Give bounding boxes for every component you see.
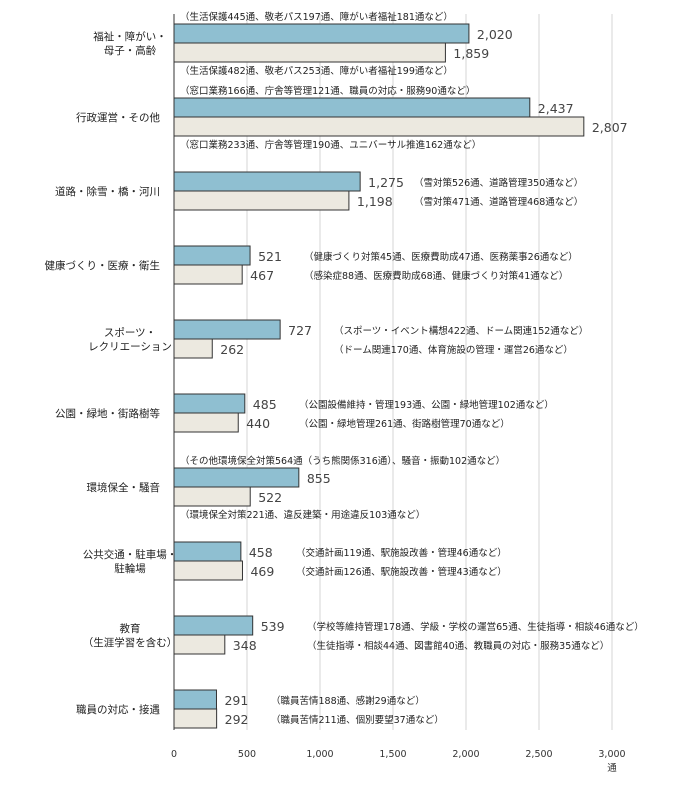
x-axis-unit: 通 <box>607 763 617 774</box>
value-label: 539 <box>261 619 285 634</box>
category-label: 健康づくり・医療・衛生 <box>45 259 161 272</box>
category-label: 母子・高齢 <box>104 44 157 57</box>
category-label: 行政運営・その他 <box>76 111 160 124</box>
value-label: 291 <box>224 693 248 708</box>
category-label: 道路・除雪・橋・河川 <box>55 185 160 198</box>
x-tick-label: 3,000 <box>598 749 625 760</box>
x-tick-label: 1,000 <box>306 749 333 760</box>
bar <box>173 171 361 192</box>
x-tick-label: 0 <box>171 749 177 760</box>
bar <box>173 541 242 562</box>
category-label: 福祉・障がい・ <box>93 30 167 43</box>
category-label: 駐輪場 <box>114 562 146 575</box>
bar <box>173 486 251 507</box>
x-axis: 0 500 1,000 1,500 2,000 2,500 3,000 通 <box>171 14 626 774</box>
annotation: （ドーム関連170通、体育施設の管理・運営26通など） <box>334 344 573 356</box>
bar <box>173 190 350 211</box>
category-label: 公園・緑地・街路樹等 <box>55 407 160 420</box>
annotation: （窓口業務166通、庁舎等管理121通、職員の対応・服務90通など） <box>180 85 475 97</box>
bar <box>173 560 243 581</box>
value-label: 522 <box>258 490 282 505</box>
value-label: 521 <box>258 249 282 264</box>
annotation: （環境保全対策221通、違反建築・用途違反103通など） <box>180 509 425 521</box>
x-tick-label: 2,000 <box>452 749 479 760</box>
annotation: （健康づくり対策45通、医療費助成47通、医務薬事26通など） <box>304 251 578 263</box>
labels: 福祉・障がい・母子・高齢 2,020 1,859 （生活保護445通、敬老パス197通… <box>45 11 644 727</box>
bar <box>173 116 585 137</box>
annotation: （職員苦情211通、個別要望37通など） <box>271 714 444 726</box>
category-label: スポーツ・ <box>104 327 156 339</box>
value-label: 727 <box>288 323 312 338</box>
value-label: 1,275 <box>368 175 404 190</box>
value-label: 2,020 <box>477 27 513 42</box>
annotation: （交通計画126通、駅施設改善・管理43通など） <box>296 566 507 578</box>
bar <box>173 245 251 266</box>
value-label: 1,859 <box>453 46 489 61</box>
annotation: （その他環境保全対策564通（うち熊関係316通）、騒音・振動102通など） <box>180 455 505 467</box>
annotation: （スポーツ・イベント構想422通、ドーム関連152通など） <box>334 325 588 337</box>
bar <box>173 412 239 433</box>
bar <box>173 97 531 118</box>
annotation: （感染症88通、医療費助成68通、健康づくり対策41通など） <box>304 270 568 282</box>
annotation: （職員苦情188通、感謝29通など） <box>271 695 425 707</box>
value-label: 469 <box>250 564 274 579</box>
bar <box>173 319 281 340</box>
annotation: （公園設備維持・管理193通、公園・緑地管理102通など） <box>299 399 554 411</box>
category-label: 公共交通・駐車場・ <box>83 548 178 561</box>
annotation: （雪対策471通、道路管理468通など） <box>414 196 583 208</box>
x-tick-label: 1,500 <box>379 749 406 760</box>
value-label: 2,807 <box>592 120 628 135</box>
category-label: 職員の対応・接遇 <box>76 703 160 716</box>
value-label: 292 <box>225 712 249 727</box>
annotation: （雪対策526通、道路管理350通など） <box>414 177 583 189</box>
bar <box>173 708 218 729</box>
annotation: （窓口業務233通、庁舎等管理190通、ユニバーサル推進162通など） <box>180 139 481 151</box>
bar <box>173 23 470 44</box>
bar <box>173 634 226 655</box>
annotation: （交通計画119通、駅施設改善・管理46通など） <box>296 547 507 559</box>
category-label: 教育 <box>120 622 141 635</box>
x-tick-label: 2,500 <box>525 749 552 760</box>
value-label: 262 <box>220 342 244 357</box>
bar <box>173 689 217 710</box>
bar <box>173 467 300 488</box>
bar <box>173 393 246 414</box>
annotation: （学校等維持管理178通、学級・学校の運営65通、生徒指導・相談46通など） <box>307 621 644 633</box>
category-label: （生涯学習を含む） <box>83 636 178 649</box>
value-label: 1,198 <box>357 194 393 209</box>
x-tick-label: 500 <box>238 749 256 760</box>
annotation: （生活保護445通、敬老パス197通、障がい者福祉181通など） <box>180 11 453 23</box>
bar <box>173 264 243 285</box>
annotation: （生徒指導・相談44通、図書館40通、教職員の対応・服務35通など） <box>307 640 609 652</box>
value-label: 440 <box>246 416 270 431</box>
value-label: 855 <box>307 471 331 486</box>
value-label: 467 <box>250 268 274 283</box>
bar <box>173 615 254 636</box>
value-label: 458 <box>249 545 273 560</box>
annotation: （公園・緑地管理261通、街路樹管理70通など） <box>299 418 510 430</box>
value-label: 2,437 <box>538 101 574 116</box>
category-label: レクリエーション <box>88 341 172 353</box>
category-label: 環境保全・騒音 <box>87 481 161 494</box>
annotation: （生活保護482通、敬老パス253通、障がい者福祉199通など） <box>180 65 453 77</box>
value-label: 348 <box>233 638 257 653</box>
bar <box>173 338 213 359</box>
bar <box>173 42 446 63</box>
value-label: 485 <box>253 397 277 412</box>
